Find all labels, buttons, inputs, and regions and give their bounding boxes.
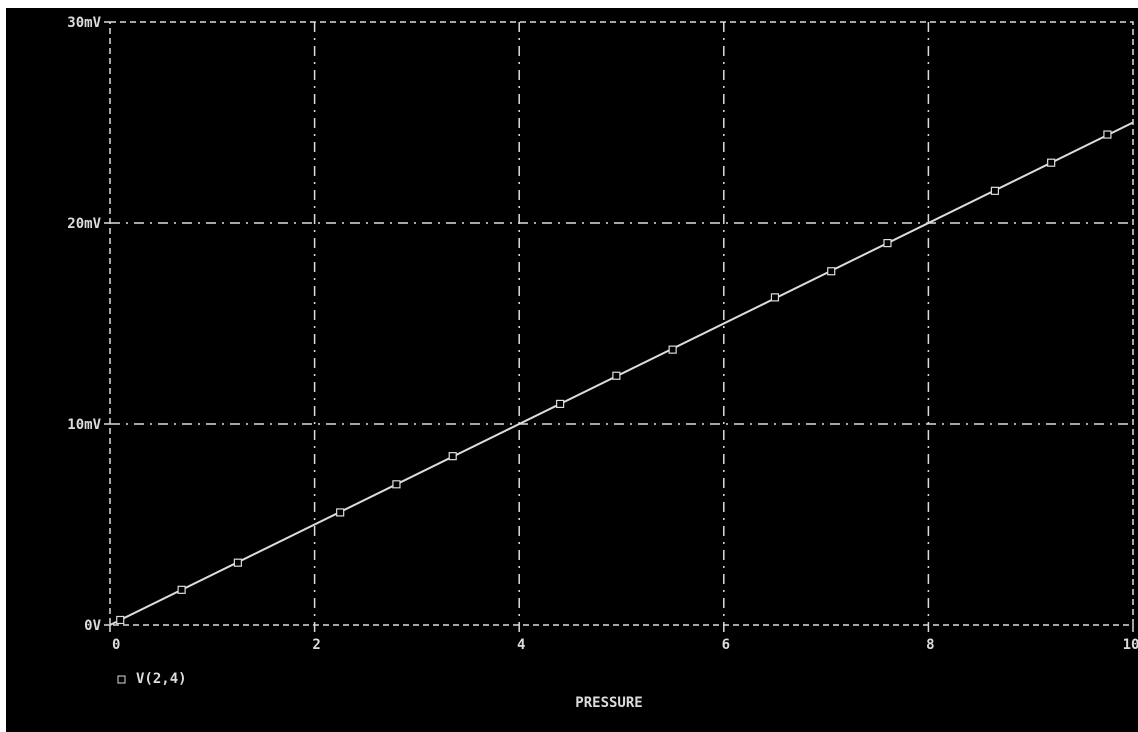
data-point-marker bbox=[177, 585, 186, 594]
x-tick-label: 8 bbox=[926, 637, 934, 653]
legend-marker bbox=[117, 675, 126, 684]
data-point-marker bbox=[448, 452, 457, 461]
data-point-marker bbox=[612, 371, 621, 380]
data-point-marker bbox=[1103, 130, 1112, 139]
data-point-marker bbox=[336, 508, 345, 517]
line-chart: 0 2 4 6 8 10 0V 10mV 20mV 30mV V(2,4) PRESSURE bbox=[67, 15, 1138, 711]
y-tick-label: 20mV bbox=[67, 216, 101, 232]
data-point-marker bbox=[827, 267, 836, 276]
x-tick-label: 6 bbox=[722, 637, 730, 653]
y-tick-label: 30mV bbox=[67, 15, 101, 31]
legend-label: V(2,4) bbox=[136, 671, 187, 687]
x-tick-label: 4 bbox=[517, 637, 525, 653]
data-point-marker bbox=[990, 186, 999, 195]
y-tick-label: 10mV bbox=[67, 417, 101, 433]
data-point-marker bbox=[770, 293, 780, 302]
data-point-marker bbox=[116, 615, 125, 625]
x-axis-label: PRESSURE bbox=[575, 695, 642, 711]
data-point-marker bbox=[233, 558, 242, 567]
data-point-marker bbox=[1047, 158, 1056, 167]
x-tick-label: 2 bbox=[312, 637, 320, 653]
x-tick-label: 0 bbox=[112, 637, 120, 653]
series-line-v24 bbox=[109, 121, 1134, 626]
data-point-marker bbox=[883, 239, 892, 248]
x-tick-label: 10 bbox=[1123, 637, 1138, 653]
data-point-marker bbox=[392, 480, 401, 489]
y-tick-label: 0V bbox=[84, 618, 101, 634]
data-point-marker bbox=[668, 345, 677, 354]
plot-border bbox=[109, 21, 1134, 626]
data-point-marker bbox=[556, 399, 565, 408]
plot-window: 0 2 4 6 8 10 0V 10mV 20mV 30mV V(2,4) PRESSURE bbox=[6, 8, 1138, 732]
